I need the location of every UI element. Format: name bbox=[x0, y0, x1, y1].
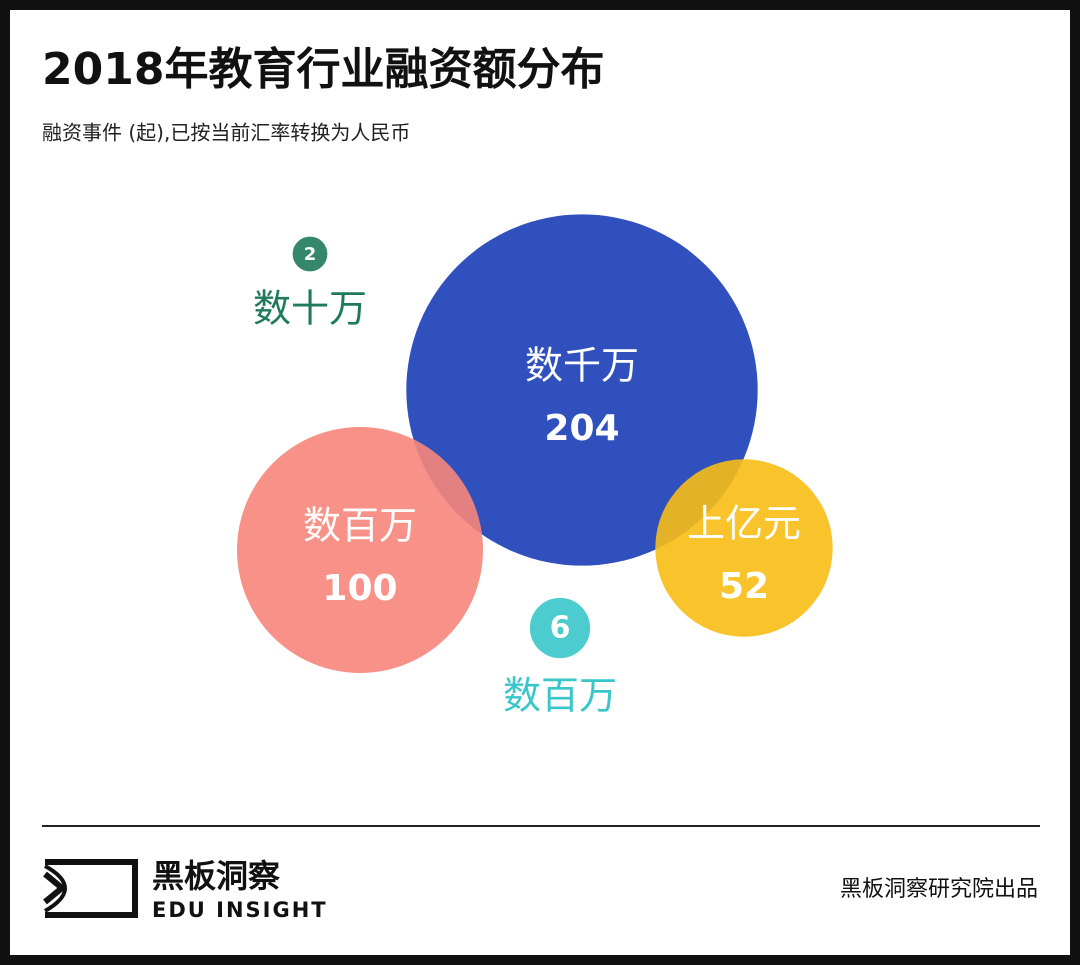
brand: 黑板洞察 bbox=[152, 857, 280, 895]
value-label: 52 bbox=[719, 566, 769, 607]
bubble bbox=[406, 214, 758, 566]
value-label: 6 bbox=[550, 611, 571, 646]
bubble bbox=[529, 597, 591, 659]
logo bbox=[43, 859, 138, 918]
credit: 黑板洞察研究院出品 bbox=[840, 877, 1038, 902]
bubble bbox=[292, 236, 328, 272]
value-label: 100 bbox=[322, 568, 397, 609]
bubble-label: 数百万 bbox=[503, 674, 617, 718]
plot: 数千万 204 数百万 100 上亿元 52 2 数十万 6 数百万 bbox=[237, 214, 833, 718]
brand-en: EDU INSIGHT bbox=[152, 898, 328, 922]
bubble bbox=[655, 459, 833, 637]
bubble-label: 数千万 bbox=[525, 344, 639, 388]
bubble-label: 上亿元 bbox=[687, 502, 801, 546]
bubble-label: 数百万 bbox=[303, 504, 417, 548]
value-label: 204 bbox=[544, 408, 619, 449]
value-label: 2 bbox=[304, 244, 317, 265]
bubble bbox=[237, 427, 483, 673]
bubble-label: 数十万 bbox=[253, 287, 367, 331]
chart-title: 2018年教育行业融资额分布 bbox=[42, 44, 604, 95]
chart-subtitle: 融资事件 (起),已按当前汇率转换为人民币 bbox=[42, 121, 410, 145]
